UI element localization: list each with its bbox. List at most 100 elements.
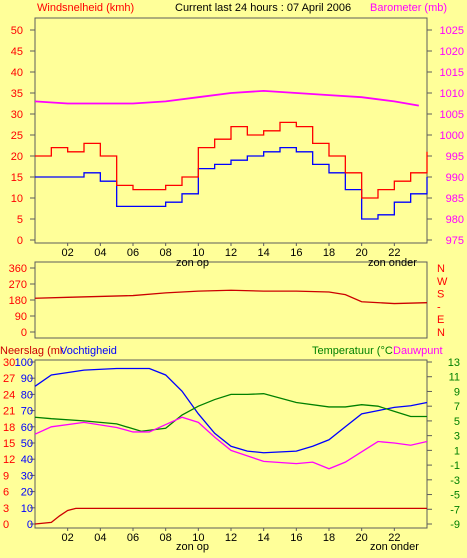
sunrise-label-top: zon op — [176, 257, 209, 269]
sunset-label-bottom: zon onder — [370, 541, 419, 553]
rain-tick-label: 9 — [3, 470, 9, 482]
wind-x-tick-label: 10 — [192, 247, 204, 259]
wind-tick-label: 45 — [11, 46, 23, 58]
temperature-tick-label: -5 — [450, 490, 460, 502]
wind-axis-title: Windsnelheid (kmh) — [37, 2, 134, 14]
barometer-tick-label: 975 — [446, 235, 464, 247]
wind-tick-label: 30 — [11, 109, 23, 121]
climate-x-tick-label: 08 — [160, 532, 172, 544]
temperature-tick-label: -1 — [450, 460, 460, 472]
humidity-tick-label: 80 — [21, 389, 33, 401]
climate-x-tick-label: 04 — [94, 532, 106, 544]
direction-tick-label: 180 — [9, 295, 27, 307]
humidity-tick-label: 100 — [15, 357, 33, 369]
wind-tick-label: 10 — [11, 193, 23, 205]
climate-x-tick-label: 20 — [356, 532, 368, 544]
wind-tick-label: 20 — [11, 151, 23, 163]
temperature-tick-label: -3 — [450, 475, 460, 487]
wind-average-line — [35, 146, 428, 220]
climate-x-tick-label: 10 — [192, 532, 204, 544]
wind-tick-label: 50 — [11, 25, 23, 37]
barometer-tick-label: 1005 — [440, 109, 464, 121]
wind-x-tick-label: 02 — [62, 247, 74, 259]
rain-tick-label: 15 — [3, 438, 15, 450]
barometer-tick-label: 1025 — [440, 25, 464, 37]
rain-line — [34, 507, 427, 525]
humidity-tick-label: 70 — [21, 406, 33, 418]
direction-letter-label: E — [437, 314, 444, 326]
temperature-line — [34, 393, 427, 432]
humidity-axis-title: Vochtigheid — [60, 345, 117, 357]
wind-x-tick-label: 20 — [356, 247, 368, 259]
rain-tick-label: 21 — [3, 406, 15, 418]
wind-x-tick-label: 06 — [127, 247, 139, 259]
humidity-tick-label: 0 — [27, 519, 33, 531]
dewpoint-line — [34, 416, 428, 470]
wind-x-tick-label: 08 — [160, 247, 172, 259]
wind-x-tick-label: 18 — [323, 247, 335, 259]
sunrise-label-bottom: zon op — [176, 541, 209, 553]
rain-tick-label: 6 — [3, 487, 9, 499]
wind-tick-label: 5 — [17, 214, 23, 226]
barometer-tick-label: 980 — [446, 214, 464, 226]
temperature-tick-label: 9 — [454, 386, 460, 398]
climate-x-tick-label: 14 — [258, 532, 270, 544]
temperature-tick-label: 13 — [448, 357, 460, 369]
temperature-tick-label: 7 — [454, 401, 460, 413]
wind-tick-label: 25 — [11, 130, 23, 142]
temperature-tick-label: 1 — [454, 445, 460, 457]
wind-x-tick-label: 04 — [94, 247, 106, 259]
rain-axis-title: Neerslag (mr — [0, 345, 64, 357]
temperature-tick-label: 5 — [454, 416, 460, 428]
barometer-tick-label: 985 — [446, 193, 464, 205]
wind-x-tick-label: 16 — [290, 247, 302, 259]
dewpoint-axis-title: Dauwpunt — [393, 345, 443, 357]
direction-letter-label: S — [437, 289, 444, 301]
wind-direction-line — [34, 289, 428, 305]
wind-gust-line — [35, 121, 428, 199]
humidity-tick-label: 20 — [21, 487, 33, 499]
barometer-tick-label: 1020 — [440, 46, 464, 58]
humidity-line — [34, 367, 428, 454]
direction-letter-label: N — [437, 263, 445, 275]
climate-x-tick-label: 12 — [225, 532, 237, 544]
temperature-axis-title: Temperatuur (°C — [312, 345, 393, 357]
direction-tick-label: 90 — [15, 311, 27, 323]
climate-x-tick-label: 02 — [62, 532, 74, 544]
direction-letter-label: W — [437, 276, 448, 288]
direction-tick-label: 360 — [9, 263, 27, 275]
temperature-tick-label: -7 — [450, 504, 460, 516]
barometer-tick-label: 995 — [446, 151, 464, 163]
barometer-tick-label: 1010 — [440, 88, 464, 100]
rain-tick-label: 18 — [3, 422, 15, 434]
humidity-tick-label: 40 — [21, 454, 33, 466]
climate-x-tick-label: 16 — [290, 532, 302, 544]
temperature-tick-label: -9 — [450, 519, 460, 531]
climate-x-tick-label: 06 — [127, 532, 139, 544]
climate-panel-frame — [34, 359, 428, 529]
temperature-tick-label: 11 — [449, 372, 460, 384]
rain-tick-label: 24 — [3, 389, 15, 401]
sunset-label-top: zon onder — [368, 257, 417, 269]
rain-tick-label: 27 — [3, 373, 15, 385]
wind-tick-label: 40 — [11, 67, 23, 79]
rain-tick-label: 12 — [3, 454, 15, 466]
wind-x-tick-label: 22 — [388, 247, 400, 259]
humidity-tick-label: 90 — [21, 373, 33, 385]
direction-letter-label: N — [437, 327, 445, 339]
rain-tick-label: 0 — [3, 519, 9, 531]
direction-tick-label: 0 — [21, 327, 27, 339]
barometer-axis-title: Barometer (mb) — [370, 2, 447, 14]
wind-x-tick-label: 14 — [258, 247, 270, 259]
humidity-tick-label: 50 — [21, 438, 33, 450]
barometer-tick-label: 990 — [446, 172, 464, 184]
barometer-tick-label: 1000 — [440, 130, 464, 142]
direction-letter-label: - — [437, 301, 441, 313]
humidity-tick-label: 10 — [21, 503, 33, 515]
wind-tick-label: 35 — [11, 88, 23, 100]
rain-tick-label: 30 — [3, 357, 15, 369]
wind-tick-label: 15 — [11, 172, 23, 184]
chart-title: Current last 24 hours : 07 April 2006 — [175, 2, 351, 14]
direction-panel-frame — [34, 261, 428, 339]
